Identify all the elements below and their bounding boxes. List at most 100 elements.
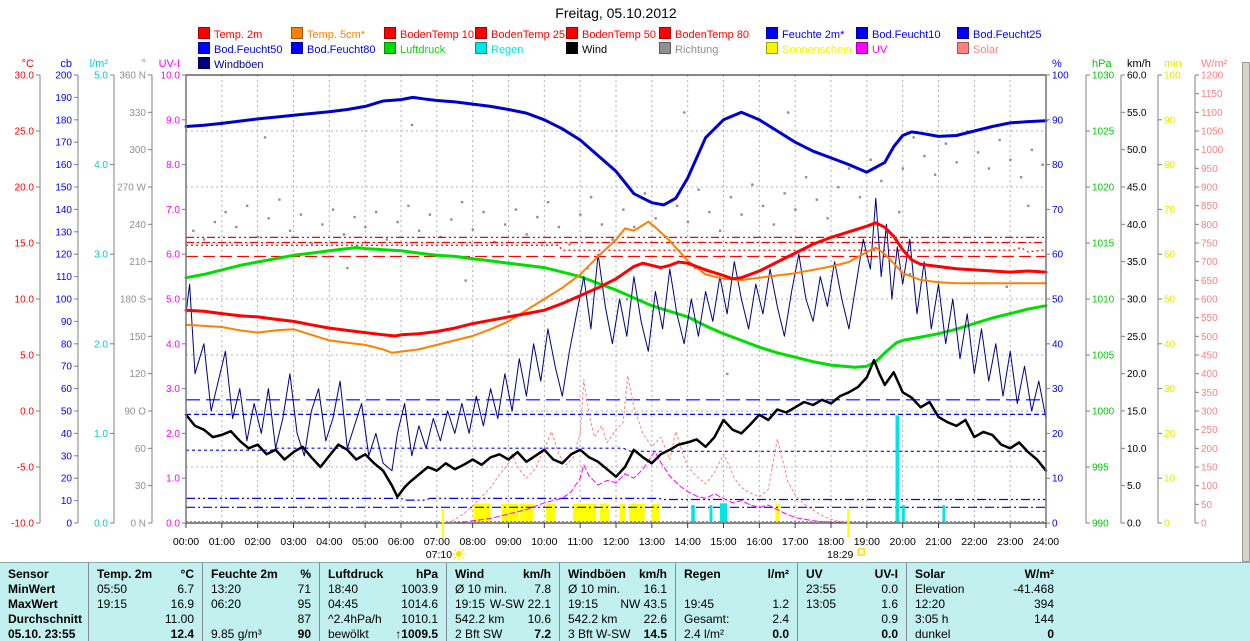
const-line-bodentemp-10	[186, 244, 1047, 253]
axis-tick-label: 100	[55, 295, 72, 306]
sensor-column-regen: Regen l/m² 19:45 1.2 Gesamt: 2.4 2.4 l/m² 0.0	[675, 563, 797, 641]
axis-tick-label: 10	[1164, 474, 1176, 485]
axis-tick-label: 04:00	[316, 536, 342, 548]
axis-tick-label: W/m²	[1201, 58, 1228, 70]
axis-tick-label: 12:00	[603, 536, 629, 548]
cell-value: %	[300, 567, 311, 581]
axis-tick-label: 400	[1201, 369, 1218, 380]
legend-label: Bod.Feucht80	[307, 44, 376, 56]
legend-label: BodenTemp 80	[675, 29, 749, 41]
axis-tick-label: 80	[61, 339, 73, 350]
legend-color-swatch	[957, 42, 969, 54]
cell-text: Temp. 2m	[97, 567, 153, 581]
legend-label: BodenTemp 10	[400, 29, 474, 41]
axis-tick-label: 50	[1164, 295, 1176, 306]
axis-tick-label: 6.0	[166, 250, 180, 261]
cell-text: 2 Bft SW	[455, 627, 503, 641]
axis-tick-label: 10.0	[161, 71, 181, 82]
axis-tick-label: 500	[1201, 332, 1218, 343]
legend-label: Luftdruck	[400, 44, 446, 56]
axis-tick-label: 20.0	[15, 183, 35, 194]
axis-tick-label: 0	[1201, 519, 1207, 530]
cell-value: 11.00	[164, 612, 194, 626]
cell-value: 6.7	[177, 582, 194, 596]
axis-tick-label: 1030	[1092, 71, 1115, 82]
axis-tick-label: 0	[1164, 519, 1170, 530]
cell-value: 71	[297, 582, 311, 596]
axis-tick-label: 20:00	[890, 536, 916, 548]
axis-tick-label: 800	[1201, 220, 1218, 231]
axis-tick-label: 80	[1052, 160, 1064, 171]
axis-tick-label: 18:00	[818, 536, 844, 548]
axis-tick-label: 700	[1201, 257, 1218, 268]
cell-value: 144	[1033, 612, 1054, 626]
axis-tick-label: 50	[61, 407, 73, 418]
row-label-column: Sensor MinWert MaxWert Durchschnitt 05.10. 2…	[0, 563, 88, 641]
axis-tick-label: 5.0	[166, 295, 180, 306]
axis-tick-label: 30.0	[15, 71, 35, 82]
cell-text: 12:20	[915, 597, 946, 611]
cell-text: 9.85 g/m³	[211, 627, 262, 641]
axis-tick-label: 20	[61, 474, 73, 485]
axis-tick-label: 180 S	[120, 295, 146, 306]
legend-color-swatch	[566, 42, 578, 54]
axis-tick-label: min	[1164, 58, 1182, 70]
cell-text: Ø 10 min.	[568, 582, 621, 596]
axis-tick-label: 10	[1052, 474, 1064, 485]
axis-tick-label: 50	[1201, 500, 1213, 511]
page-title: Freitag, 05.10.2012	[555, 5, 677, 21]
lm2-axis: 5.0 4.0 3.0 2.0 1.0 0.0 l/m²	[90, 58, 115, 530]
row-label: MaxWert	[8, 597, 58, 611]
axis-tick-label: 180	[55, 115, 72, 126]
legend-item-bod-feucht10: Bod.Feucht10	[856, 27, 941, 41]
cell-text: Regen	[684, 567, 721, 581]
cell-text: 2.4 l/m²	[684, 627, 725, 641]
cell-value: 7.8	[534, 582, 551, 596]
cell-text: 19:15	[97, 597, 128, 611]
kmh-axis: 60.0 55.0 50.0 45.0 40.0 35.0 30.0 25.0 20.0 15.0…	[1120, 58, 1151, 530]
axis-tick-label: 80	[1164, 160, 1176, 171]
axis-tick-label: 1050	[1201, 127, 1224, 138]
cell-value: W/m²	[1024, 567, 1054, 581]
cell-value: 16.9	[170, 597, 194, 611]
axis-tick-label: 240	[129, 220, 146, 231]
axis-tick-label: 1.0	[94, 429, 108, 440]
legend-label: Bod.Feucht25	[973, 29, 1042, 41]
legend-color-swatch	[198, 57, 210, 69]
cell-text: 3:05 h	[915, 612, 949, 626]
window-edge-strip[interactable]	[1242, 62, 1250, 562]
axis-tick-label: 20	[1052, 429, 1064, 440]
axis-tick-label: 4.0	[166, 339, 180, 350]
sensor-column-solar: Solar W/m² Elevation -41.468 12:20 394 3:05 h 1…	[906, 563, 1062, 641]
axis-tick-label: 210	[129, 257, 146, 268]
axis-tick-label: -10.0	[11, 519, 34, 530]
axis-tick-label: 1015	[1092, 239, 1115, 250]
sunset-square-icon	[857, 548, 865, 556]
cell-text: Wind	[455, 567, 485, 581]
axis-tick-label: 200	[55, 71, 72, 82]
cell-value: 0.9	[881, 612, 898, 626]
cell-value: 2.4	[772, 612, 789, 626]
axis-tick-label: 1100	[1201, 108, 1223, 119]
axis-tick-label: 7.0	[166, 205, 180, 216]
sun-markers: 07:10 18:29	[426, 509, 865, 561]
cell-text: 19:45	[684, 597, 715, 611]
axis-tick-label: 01:00	[209, 536, 235, 548]
axis-tick-label: 0.0	[166, 519, 180, 530]
axis-tick-label: 90 O	[124, 407, 146, 418]
axis-tick-label: 70	[1164, 205, 1176, 216]
axis-tick-label: 200	[1201, 444, 1218, 455]
axis-tick-label: 330	[129, 108, 146, 119]
cell-value: 1003.9	[401, 582, 438, 596]
axis-tick-label: 950	[1201, 164, 1218, 175]
axis-tick-label: 120	[129, 369, 146, 380]
cell-value: UV-I	[874, 567, 898, 581]
axis-tick-label: 30	[61, 451, 73, 462]
axis-tick-label: 06:00	[388, 536, 414, 548]
axis-tick-label: 15:00	[710, 536, 736, 548]
axis-tick-label: km/h	[1127, 58, 1151, 70]
axis-tick-label: 450	[1201, 351, 1218, 362]
legend-item-bod-feucht25: Bod.Feucht25	[957, 27, 1042, 41]
cell-text: Luftdruck	[328, 567, 384, 581]
